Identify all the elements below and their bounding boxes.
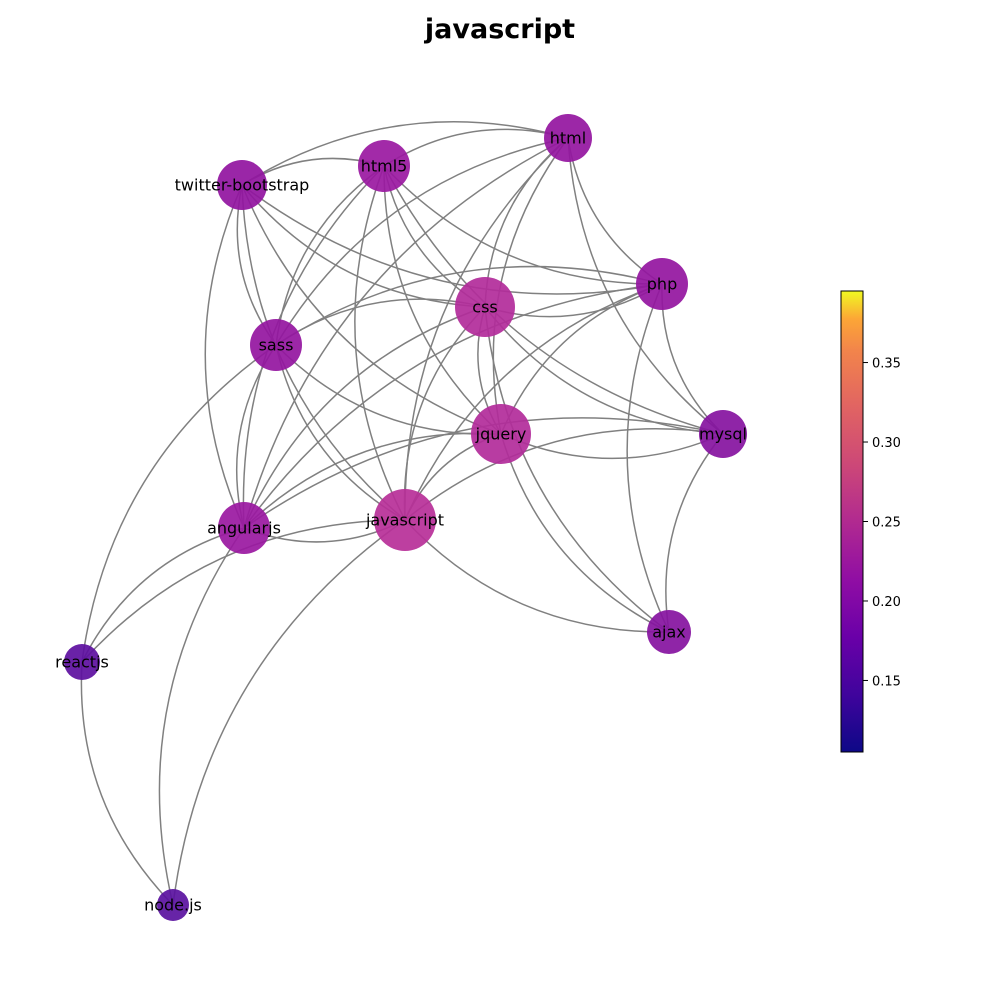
edge-css-ajax: [484, 306, 670, 633]
node-label-html: html: [550, 129, 586, 148]
edge-php-sass: [275, 265, 663, 346]
nodes-layer: html html5 twitter-bootstrap css php sass jque…: [55, 114, 747, 921]
edge-sass-reactjs: [81, 344, 277, 663]
node-label-sass: sass: [259, 336, 294, 355]
colorbar-ticks: 0.15 0.20 0.25 0.30 0.35: [863, 357, 901, 689]
edge-javascript-reactjs: [81, 519, 406, 663]
edge-html5-javascript: [354, 165, 406, 521]
edge-html-php: [567, 137, 663, 285]
node-circle-mysql[interactable]: [699, 410, 747, 458]
edge-css-sass: [275, 298, 486, 346]
node-reactjs[interactable]: reactjs: [55, 644, 109, 680]
node-mysql[interactable]: mysql: [699, 410, 747, 458]
colorbar: 0.15 0.20 0.25 0.30 0.35: [840, 290, 901, 753]
node-ajax[interactable]: ajax: [647, 610, 691, 654]
edge-jquery-mysql: [500, 433, 724, 460]
edge-angularjs-node.js: [158, 527, 245, 906]
node-label-php: php: [647, 275, 677, 294]
node-twitter-bootstrap[interactable]: twitter-bootstrap: [175, 160, 310, 210]
node-circle-reactjs[interactable]: [64, 644, 100, 680]
node-circle-angularjs[interactable]: [218, 502, 270, 554]
node-label-twitter-bootstrap: twitter-bootstrap: [175, 176, 310, 195]
node-label-mysql: mysql: [699, 425, 747, 444]
node-circle-php[interactable]: [636, 258, 688, 310]
edge-html-angularjs: [243, 137, 569, 529]
edge-html5-mysql: [383, 165, 724, 435]
edge-php-ajax: [626, 283, 670, 633]
node-circle-html5[interactable]: [358, 140, 410, 192]
edge-twitter-bootstrap-javascript: [241, 184, 406, 521]
colorbar-tick-label: 0.30: [872, 436, 901, 451]
node-node.js[interactable]: node.js: [144, 889, 202, 921]
edge-html5-php: [383, 165, 663, 285]
edge-php-angularjs: [243, 283, 663, 529]
node-label-angularjs: angularjs: [207, 519, 281, 538]
node-label-jquery: jquery: [475, 425, 527, 444]
node-circle-twitter-bootstrap[interactable]: [217, 160, 267, 210]
edge-jquery-ajax: [500, 433, 670, 633]
node-circle-css[interactable]: [455, 277, 515, 337]
node-circle-jquery[interactable]: [471, 404, 531, 464]
edge-twitter-bootstrap-php: [241, 184, 663, 295]
edge-twitter-bootstrap-css: [241, 184, 486, 308]
edge-html5-sass: [275, 165, 385, 346]
edge-jquery-angularjs: [243, 432, 502, 529]
colorbar-tick-label: 0.25: [872, 516, 901, 531]
colorbar-tick-label: 0.15: [872, 674, 901, 689]
graph-title: javascript: [424, 14, 576, 45]
colorbar-tick-label: 0.35: [872, 357, 901, 372]
edge-html-twitter-bootstrap: [241, 121, 569, 186]
node-label-javascript: javascript: [365, 511, 444, 530]
node-label-reactjs: reactjs: [55, 653, 109, 672]
node-label-node.js: node.js: [144, 896, 202, 915]
node-label-ajax: ajax: [652, 623, 686, 642]
edge-html-jquery: [492, 137, 569, 435]
node-javascript[interactable]: javascript: [365, 489, 444, 551]
edge-html5-jquery: [383, 165, 502, 435]
edge-mysql-ajax: [665, 433, 724, 633]
node-circle-html[interactable]: [544, 114, 592, 162]
node-jquery[interactable]: jquery: [471, 404, 531, 464]
node-angularjs[interactable]: angularjs: [207, 502, 281, 554]
colorbar-tick-label: 0.20: [872, 595, 901, 610]
edge-mysql-javascript: [404, 428, 724, 521]
edge-html-html5: [383, 128, 569, 167]
node-circle-node.js[interactable]: [157, 889, 189, 921]
node-circle-javascript[interactable]: [374, 489, 436, 551]
edge-twitter-bootstrap-angularjs: [204, 184, 245, 529]
edge-css-javascript: [403, 306, 486, 521]
edge-javascript-node.js: [172, 519, 406, 906]
colorbar-gradient: [840, 290, 864, 753]
edge-reactjs-node.js: [80, 661, 174, 906]
edge-css-angularjs: [243, 306, 486, 529]
node-html5[interactable]: html5: [358, 140, 410, 192]
edge-angularjs-reactjs: [81, 527, 245, 663]
node-sass[interactable]: sass: [250, 319, 302, 371]
edge-sass-javascript: [275, 344, 406, 521]
edge-twitter-bootstrap-jquery: [241, 184, 502, 435]
node-circle-ajax[interactable]: [647, 610, 691, 654]
edge-javascript-ajax: [404, 519, 670, 633]
node-circle-sass[interactable]: [250, 319, 302, 371]
edge-html-sass: [275, 137, 569, 346]
node-css[interactable]: css: [455, 277, 515, 337]
node-label-css: css: [472, 298, 497, 317]
node-label-html5: html5: [361, 157, 408, 176]
node-php[interactable]: php: [636, 258, 688, 310]
edge-php-javascript: [404, 283, 663, 521]
node-html[interactable]: html: [544, 114, 592, 162]
